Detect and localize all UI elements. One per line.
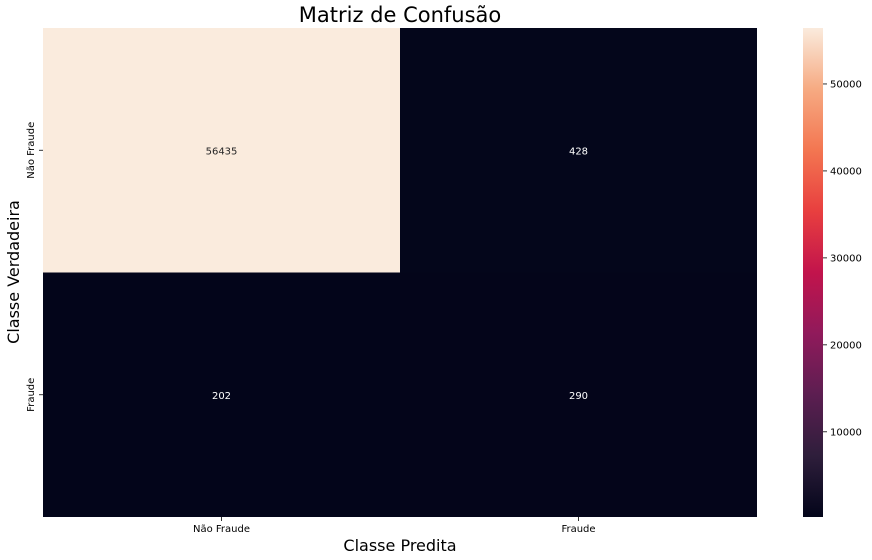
colorbar-tick-label: 20000 xyxy=(830,340,862,351)
y-axis-label: Classe Verdadeira xyxy=(4,200,23,344)
colorbar-ticks: 10000 20000 30000 40000 50000 xyxy=(823,79,862,438)
x-tick-label: Fraude xyxy=(561,524,595,535)
x-axis-label: Classe Predita xyxy=(343,536,456,555)
heatmap-cell xyxy=(400,272,757,517)
x-axis-ticks: Não Fraude Fraude xyxy=(193,517,596,535)
cell-value-label: 428 xyxy=(569,146,588,157)
colorbar-tick-label: 10000 xyxy=(830,427,862,438)
colorbar-tick-label: 40000 xyxy=(830,166,862,177)
chart-title: Matriz de Confusão xyxy=(299,3,502,27)
y-tick-label: Fraude xyxy=(26,378,37,412)
cell-value-label: 202 xyxy=(212,391,231,402)
heatmap-cell xyxy=(43,28,400,273)
heatmap-cell xyxy=(400,28,757,273)
cell-value-label: 290 xyxy=(569,391,588,402)
colorbar-tick-label: 30000 xyxy=(830,253,862,264)
heatmap-cells: 56435 428 202 290 xyxy=(43,28,757,517)
cell-value-label: 56435 xyxy=(206,146,238,157)
x-tick-label: Não Fraude xyxy=(193,524,250,535)
colorbar-tick-label: 50000 xyxy=(830,79,862,90)
colorbar xyxy=(803,28,823,517)
y-axis-ticks: Não Fraude Fraude xyxy=(26,122,43,412)
heatmap-cell xyxy=(43,272,400,517)
y-tick-label: Não Fraude xyxy=(26,122,37,179)
